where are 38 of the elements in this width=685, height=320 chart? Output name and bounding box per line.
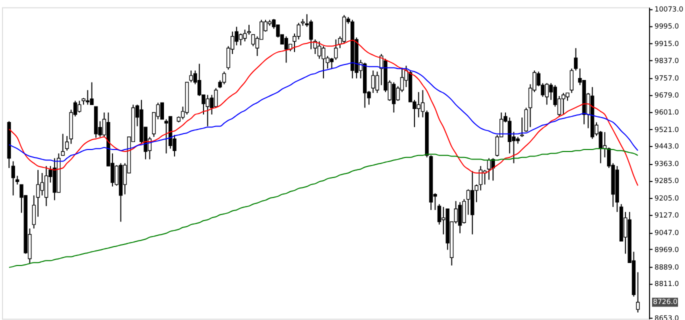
candlestick: [392, 82, 396, 114]
candlestick: [222, 71, 226, 85]
candlestick: [40, 172, 44, 196]
candlestick: [491, 158, 495, 182]
candlestick: [570, 68, 574, 94]
candlestick: [524, 107, 528, 132]
candlestick: [44, 166, 48, 207]
line-series: [8, 40, 638, 186]
candlestick: [636, 272, 640, 313]
candlestick: [478, 166, 483, 191]
candlestick: [416, 92, 420, 118]
candlestick: [330, 57, 334, 70]
candlestick: [60, 133, 65, 156]
candlestick: [544, 82, 549, 106]
candlestick: [160, 102, 164, 120]
candlestick: [284, 36, 288, 64]
candlestick: [420, 90, 425, 118]
candlestick: [210, 94, 214, 115]
candlestick: [574, 48, 578, 72]
candlestick: [206, 94, 210, 127]
candlestick: [520, 117, 524, 138]
candlestick: [164, 118, 168, 154]
candlestick: [251, 34, 255, 47]
candlestick: [296, 22, 300, 40]
candlestick: [11, 160, 16, 196]
candlestick: [375, 71, 380, 94]
candlestick: [90, 82, 94, 106]
candlestick: [78, 100, 82, 114]
candlestick: [317, 40, 322, 60]
candlestick: [322, 46, 326, 79]
candlestick: [437, 204, 442, 226]
candlestick: [562, 92, 566, 115]
candlestick: [487, 158, 491, 180]
candlestick: [238, 33, 243, 46]
candlestick: [243, 29, 247, 42]
candlestick: [458, 202, 462, 234]
candlestick: [508, 117, 512, 154]
candlestick: [334, 38, 338, 60]
